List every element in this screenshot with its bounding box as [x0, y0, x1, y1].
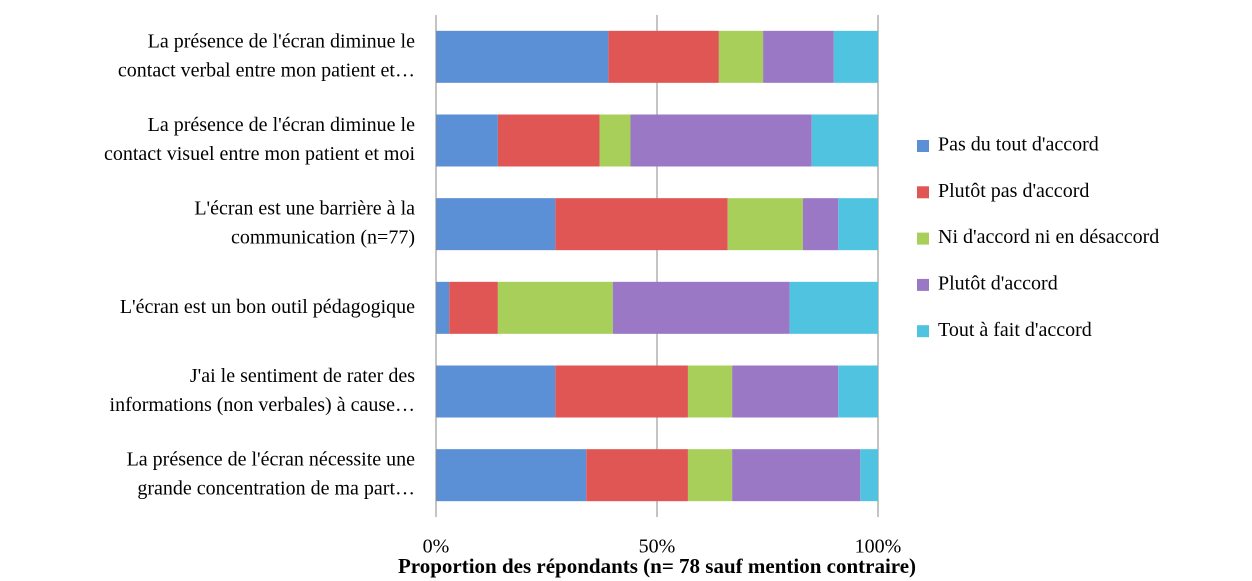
bar-segment: [732, 449, 861, 502]
bar-segment: [860, 449, 878, 502]
bar-segment: [436, 449, 587, 502]
y-tick-label-line: La présence de l'écran nécessite une: [127, 448, 416, 470]
bar-segment: [727, 198, 803, 251]
bar-segment: [436, 281, 450, 334]
legend-swatch: [917, 232, 929, 245]
legend-swatch: [917, 325, 929, 338]
bar-segment: [436, 198, 556, 251]
bar-segment: [630, 114, 812, 167]
y-tick-label-line: La présence de l'écran diminue le: [148, 30, 415, 52]
bar-segment: [838, 198, 878, 251]
x-axis-title: Proportion des répondants (n= 78 sauf me…: [398, 554, 916, 578]
bar-segment: [802, 198, 839, 251]
y-tick-label-line: contact verbal entre mon patient et…: [118, 59, 415, 81]
bar-segment: [449, 281, 498, 334]
legend-swatch: [917, 186, 929, 199]
y-tick-label: L'écran est un bon outil pédagogique: [120, 295, 415, 317]
legend-label: Ni d'accord ni en désaccord: [938, 226, 1159, 248]
y-tick-label-line: informations (non verbales) à cause…: [110, 394, 415, 416]
bar-segment: [555, 365, 688, 418]
y-tick-label-line: J'ai le sentiment de rater des: [190, 365, 415, 387]
x-tick-label: 100%: [855, 536, 902, 558]
bar-segment: [732, 365, 839, 418]
bar-segment: [586, 449, 688, 502]
bar-segment: [833, 30, 878, 83]
legend-label: Pas du tout d'accord: [938, 134, 1099, 156]
bar-segment: [789, 281, 878, 334]
bar-segment: [555, 198, 728, 251]
bar-segment: [687, 365, 733, 418]
y-tick-label: La présence de l'écran diminue le contact…: [118, 30, 415, 81]
bar-segment: [838, 365, 878, 418]
y-tick-label: J'ai le sentiment de rater des informatio…: [110, 365, 416, 416]
bar-segment: [599, 114, 631, 167]
legend-swatch: [917, 278, 929, 291]
bar-segment: [497, 281, 613, 334]
y-tick-label-line: L'écran est une barrière à la: [194, 197, 415, 219]
y-tick-label-line: grande concentration de ma part…: [137, 477, 415, 499]
bar-segment: [763, 30, 834, 83]
y-tick-label-line: La présence de l'écran diminue le: [148, 114, 415, 136]
y-tick-label-line: L'écran est un bon outil pédagogique: [120, 295, 415, 317]
legend-label: Tout à fait d'accord: [938, 319, 1092, 341]
bar-segment: [436, 365, 556, 418]
bar-segment: [718, 30, 764, 83]
bar-segment: [811, 114, 878, 167]
legend-swatch: [917, 140, 929, 152]
x-tick-label: 50%: [639, 536, 676, 558]
bar-segment: [436, 30, 609, 83]
y-tick-label: L'écran est une barrière à la communicati…: [194, 197, 415, 248]
bar-segment: [497, 114, 600, 167]
y-tick-label: La présence de l'écran nécessite une gran…: [127, 448, 416, 499]
y-tick-label: La présence de l'écran diminue le contact…: [104, 114, 415, 165]
x-tick-label: 0%: [423, 536, 450, 558]
y-tick-label-line: communication (n=77): [231, 226, 415, 248]
y-tick-label-line: contact visuel entre mon patient et moi: [104, 143, 415, 165]
bar-segment: [608, 30, 719, 83]
bar-segment: [687, 449, 733, 502]
bar-segment: [612, 281, 790, 334]
legend-label: Plutôt pas d'accord: [938, 180, 1089, 202]
bar-segment: [436, 114, 498, 167]
legend-label: Plutôt d'accord: [938, 272, 1058, 294]
